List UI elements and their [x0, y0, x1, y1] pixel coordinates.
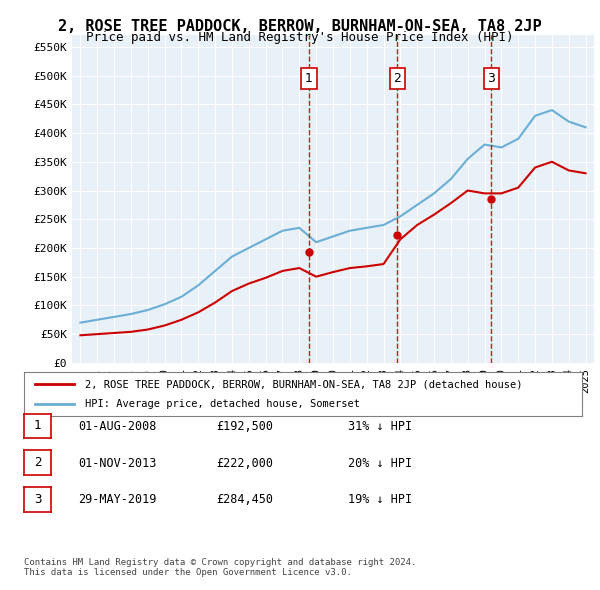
Text: 20% ↓ HPI: 20% ↓ HPI — [348, 457, 412, 470]
Text: 2: 2 — [394, 72, 401, 85]
Text: Price paid vs. HM Land Registry's House Price Index (HPI): Price paid vs. HM Land Registry's House … — [86, 31, 514, 44]
Text: 1: 1 — [34, 419, 41, 432]
Text: 19% ↓ HPI: 19% ↓ HPI — [348, 493, 412, 506]
Text: 3: 3 — [34, 493, 41, 506]
Text: Contains HM Land Registry data © Crown copyright and database right 2024.
This d: Contains HM Land Registry data © Crown c… — [24, 558, 416, 577]
Text: 1: 1 — [305, 72, 313, 85]
Text: 2, ROSE TREE PADDOCK, BERROW, BURNHAM-ON-SEA, TA8 2JP: 2, ROSE TREE PADDOCK, BERROW, BURNHAM-ON… — [58, 19, 542, 34]
Text: £222,000: £222,000 — [216, 457, 273, 470]
Text: 3: 3 — [488, 72, 496, 85]
Text: 2: 2 — [34, 456, 41, 469]
Text: £284,450: £284,450 — [216, 493, 273, 506]
Text: 01-AUG-2008: 01-AUG-2008 — [78, 420, 157, 433]
Text: 01-NOV-2013: 01-NOV-2013 — [78, 457, 157, 470]
Text: 31% ↓ HPI: 31% ↓ HPI — [348, 420, 412, 433]
Text: 2, ROSE TREE PADDOCK, BERROW, BURNHAM-ON-SEA, TA8 2JP (detached house): 2, ROSE TREE PADDOCK, BERROW, BURNHAM-ON… — [85, 379, 523, 389]
Text: £192,500: £192,500 — [216, 420, 273, 433]
Text: HPI: Average price, detached house, Somerset: HPI: Average price, detached house, Some… — [85, 399, 361, 408]
Text: 29-MAY-2019: 29-MAY-2019 — [78, 493, 157, 506]
